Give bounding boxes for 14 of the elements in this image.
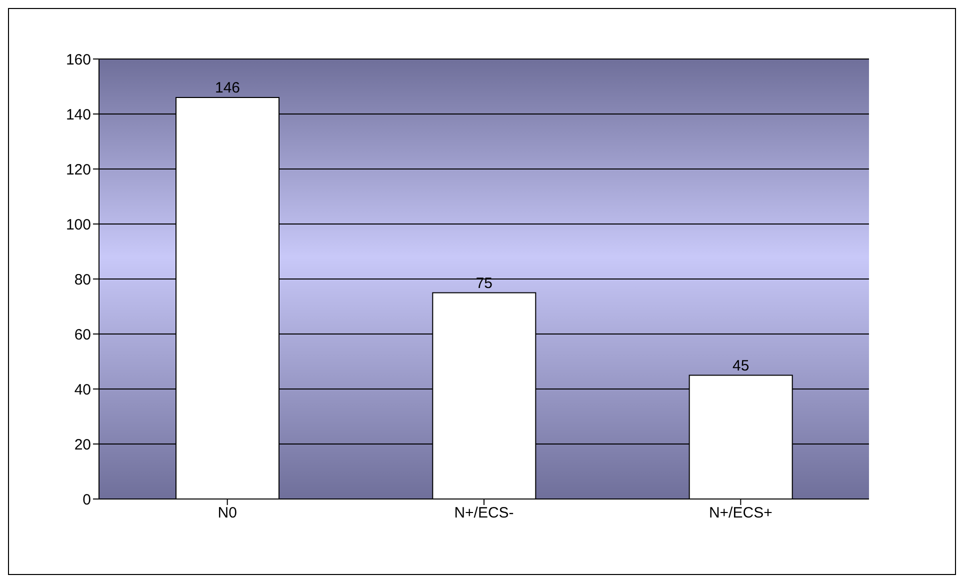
y-tick-label: 20 bbox=[74, 436, 91, 454]
y-tick-label: 40 bbox=[74, 381, 91, 398]
y-tick-label: 0 bbox=[82, 491, 91, 508]
y-tick-label: 140 bbox=[66, 106, 91, 124]
y-tick-label: 60 bbox=[74, 326, 91, 344]
y-tick-label: 80 bbox=[74, 271, 91, 288]
data-label: 146 bbox=[214, 80, 240, 96]
x-tick-label: N+/ECS+ bbox=[708, 504, 773, 522]
data-label: 45 bbox=[732, 357, 750, 374]
x-tick-label: N+/ECS- bbox=[454, 504, 514, 522]
y-tick-label: 120 bbox=[66, 161, 91, 178]
y-tick-label: 100 bbox=[66, 216, 91, 234]
x-tick-label: N0 bbox=[218, 504, 237, 522]
y-tick-label: 160 bbox=[66, 51, 91, 68]
